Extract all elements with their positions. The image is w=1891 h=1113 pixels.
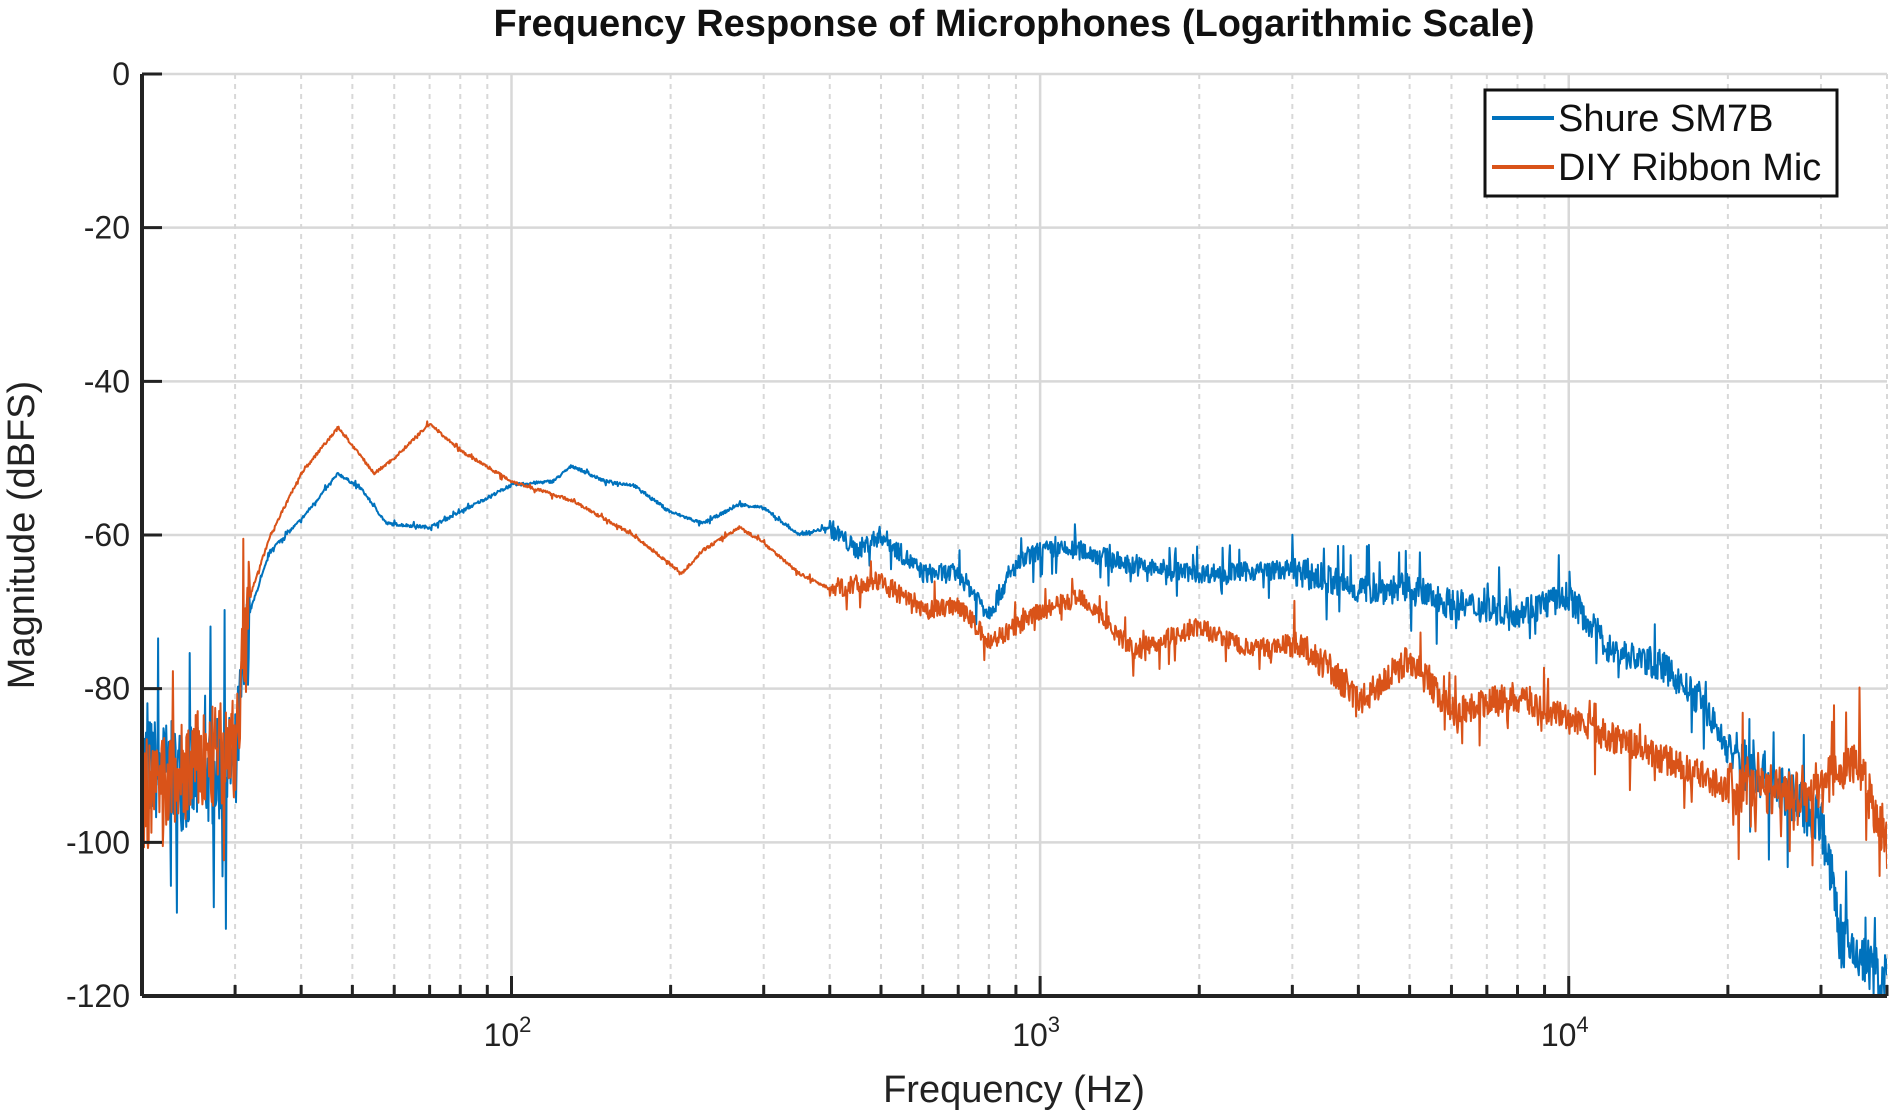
grid bbox=[141, 72, 1888, 998]
y-axis-label: Magnitude (dBFS) bbox=[1, 381, 43, 689]
y-tick-label: -60 bbox=[84, 517, 130, 553]
y-tick-label: -120 bbox=[66, 978, 130, 1014]
legend-label-diy: DIY Ribbon Mic bbox=[1558, 147, 1821, 189]
y-tick-label: -80 bbox=[84, 671, 130, 707]
series-line-shure-sm7b bbox=[142, 464, 1887, 996]
x-tick-label: 104 bbox=[1541, 1012, 1589, 1053]
y-tick-label: -100 bbox=[66, 824, 130, 860]
y-tick-label: -40 bbox=[84, 363, 130, 399]
x-tick-label: 103 bbox=[1012, 1012, 1060, 1053]
chart-title: Frequency Response of Microphones (Logar… bbox=[494, 3, 1535, 45]
series-lines bbox=[142, 420, 1887, 996]
legend: Shure SM7B DIY Ribbon Mic bbox=[1483, 88, 1839, 198]
x-tick-label: 102 bbox=[484, 1012, 532, 1053]
legend-label-shure: Shure SM7B bbox=[1558, 98, 1773, 140]
y-tick-label: 0 bbox=[112, 56, 130, 92]
legend-box bbox=[1483, 88, 1839, 198]
x-axis-label: Frequency (Hz) bbox=[883, 1069, 1145, 1111]
series-line-diy-ribbon-mic bbox=[142, 420, 1887, 877]
ticks: 0 -20 -40 -60 -80 -100 -120 102 103 104 bbox=[66, 56, 1889, 1053]
y-tick-label: -20 bbox=[84, 210, 130, 246]
